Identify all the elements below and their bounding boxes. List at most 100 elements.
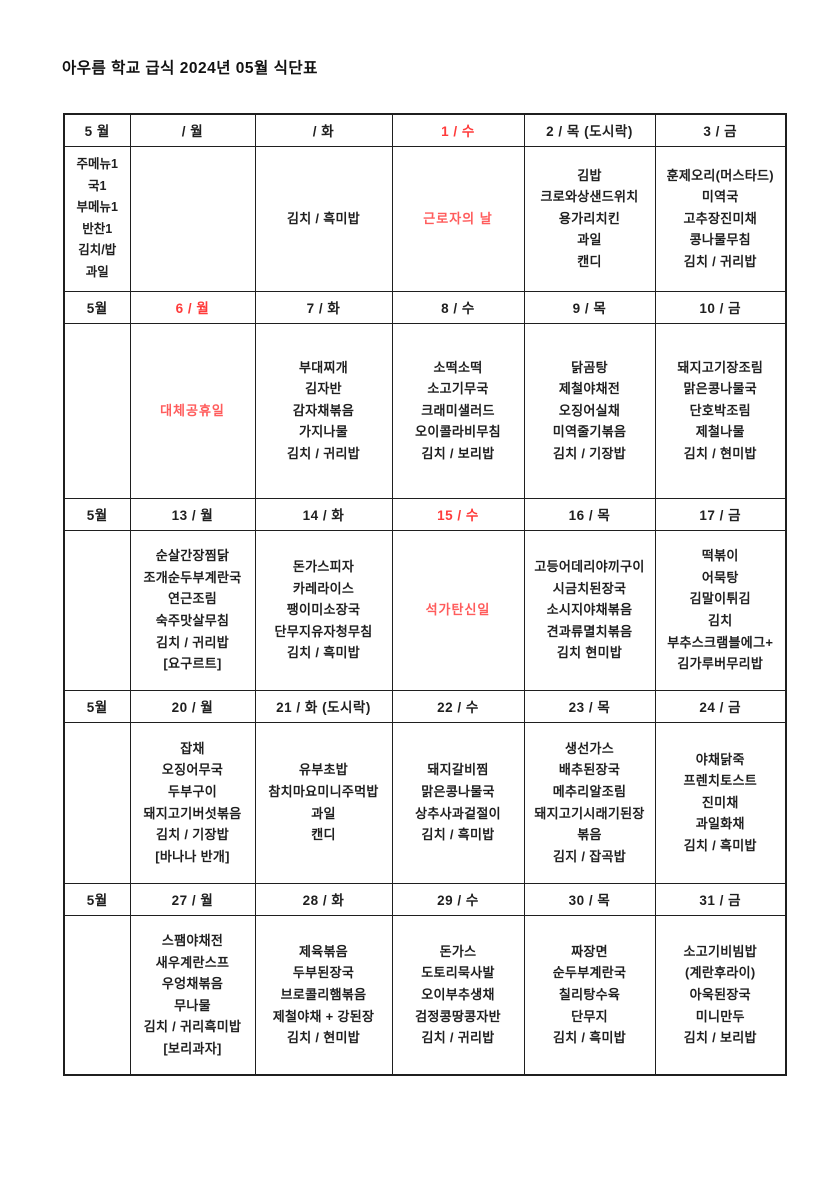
menu-cell: 김치 / 흑미밥 xyxy=(254,145,393,292)
menu-item: [보리과자] xyxy=(163,1040,222,1056)
menu-item: (계란후라이) xyxy=(684,965,756,981)
menu-item: 김치 / 보리밥 xyxy=(421,445,495,461)
menu-item: 순두부계란국 xyxy=(552,965,627,981)
day-header-cell: 3 / 금 xyxy=(654,113,787,147)
lunch-menu-table: 5 월 / 월 / 화 1 / 수 2 / 목 (도시락) 3 / 금 주메뉴1… xyxy=(63,113,787,1076)
month-cell: 5월 xyxy=(63,497,131,531)
menu-item: 카레라이스 xyxy=(292,580,355,596)
day-header-cell: / 화 xyxy=(254,113,393,147)
menu-cell: 잡채 오징어무국 두부구이 돼지고기버섯볶음 김치 / 기장밥 [바나나 반개] xyxy=(129,721,256,884)
menu-item: 돈가스 xyxy=(439,943,477,959)
empty-cell xyxy=(63,914,131,1076)
day-header-cell: 17 / 금 xyxy=(654,497,787,531)
week-4-menu-row: 잡채 오징어무국 두부구이 돼지고기버섯볶음 김치 / 기장밥 [바나나 반개] 유부초밥… xyxy=(63,721,787,884)
menu-item: 두부된장국 xyxy=(292,965,355,981)
menu-item: 아욱된장국 xyxy=(689,986,751,1002)
day-header-cell: 21 / 화 (도시락) xyxy=(254,689,393,723)
day-header-cell: / 월 xyxy=(129,113,256,147)
menu-item: 칠리탕수육 xyxy=(558,986,621,1002)
menu-item: 유부초밥 xyxy=(298,762,349,778)
menu-item: 우엉채볶음 xyxy=(161,976,224,992)
menu-item: 스팸야채전 xyxy=(161,933,224,949)
menu-item: 크래미샐러드 xyxy=(421,402,495,418)
menu-cell xyxy=(129,145,256,292)
menu-item: 소떡소떡 xyxy=(433,359,483,375)
menu-item: 시금치된장국 xyxy=(552,580,627,596)
empty-cell xyxy=(63,529,131,691)
menu-item: 메추리알조림 xyxy=(552,783,627,799)
holiday-cell: 근로자의 날 xyxy=(391,145,525,292)
menu-item: 어묵탕 xyxy=(701,569,739,585)
menu-item: 과일화채 xyxy=(695,816,745,832)
day-header-cell: 31 / 금 xyxy=(654,882,787,916)
day-header-cell: 24 / 금 xyxy=(654,689,787,723)
menu-item: 오이부추생채 xyxy=(421,986,495,1002)
day-header-cell: 27 / 월 xyxy=(129,882,256,916)
menu-item: 김치 / 귀리밥 xyxy=(421,1030,495,1046)
empty-cell xyxy=(63,721,131,884)
menu-item: 크로와상샌드위치 xyxy=(540,189,639,205)
menu-item: [바나나 반개] xyxy=(155,848,230,864)
menu-item: 닭곰탕 xyxy=(571,359,608,375)
month-cell: 5월 xyxy=(63,290,131,324)
menu-item: 미역줄기볶음 xyxy=(552,424,627,440)
menu-cell: 닭곰탕 제철야채전 오징어실채 미역줄기볶음 김치 / 기장밥 xyxy=(523,322,656,499)
menu-item: 김치 / 흑미밥 xyxy=(552,1030,627,1046)
menu-item: 캔디 xyxy=(311,827,336,843)
menu-item: 국1 xyxy=(88,178,107,193)
menu-item: 떡볶이 xyxy=(701,548,739,564)
menu-item: 제철야채 + 강된장 xyxy=(272,1008,375,1024)
menu-cell: 부대찌개 김자반 감자채볶음 가지나물 김치 / 귀리밥 xyxy=(254,322,393,499)
day-header-cell: 10 / 금 xyxy=(654,290,787,324)
menu-item: 프렌치토스트 xyxy=(683,773,758,789)
menu-cell: 야채닭죽 프렌치토스트 진미채 과일화채 김치 / 흑미밥 xyxy=(654,721,787,884)
menu-item: 부추스크램블에그+ xyxy=(667,634,774,650)
menu-item: 연근조림 xyxy=(167,591,218,607)
menu-item: 제철야채전 xyxy=(558,381,621,397)
menu-item: 오징어실채 xyxy=(558,402,621,418)
holiday-cell: 대체공휴일 xyxy=(129,322,256,499)
menu-cell: 훈제오리(머스타드) 미역국 고추장진미채 콩나물무침 김치 / 귀리밥 xyxy=(654,145,787,292)
menu-cell: 제육볶음 두부된장국 브로콜리햄볶음 제철야채 + 강된장 김치 / 현미밥 xyxy=(254,914,393,1076)
menu-item: 순살간장찜닭 xyxy=(155,548,230,564)
menu-item: 새우계란스프 xyxy=(155,954,230,970)
menu-item: 김치 / 보리밥 xyxy=(683,1030,757,1046)
week-3-header-row: 5월 13 / 월 14 / 화 15 / 수 16 / 목 17 / 금 xyxy=(63,497,787,531)
day-header-cell-holiday: 6 / 월 xyxy=(129,290,256,324)
month-cell: 5 월 xyxy=(63,113,131,147)
menu-item: 미역국 xyxy=(701,189,739,205)
menu-item: 무나물 xyxy=(174,997,211,1013)
menu-cell: 돼지갈비찜 맑은콩나물국 상추사과겉절이 김치 / 흑미밥 xyxy=(391,721,525,884)
week-4-header-row: 5월 20 / 월 21 / 화 (도시락) 22 / 수 23 / 목 24 … xyxy=(63,689,787,723)
menu-item: 돼지고기장조림 xyxy=(677,359,764,375)
menu-item: 과일 xyxy=(577,232,602,248)
day-header-cell: 28 / 화 xyxy=(254,882,393,916)
day-header-cell: 16 / 목 xyxy=(523,497,656,531)
menu-item: 김말이튀김 xyxy=(689,591,751,607)
menu-item: 견과류멸치볶음 xyxy=(546,623,633,639)
category-labels-cell: 주메뉴1 국1 부메뉴1 반찬1 김치/밥 과일 xyxy=(63,145,131,292)
menu-cell: 순살간장찜닭 조개순두부계란국 연근조림 숙주맛살무침 김치 / 귀리밥 [요구르트] xyxy=(129,529,256,691)
menu-item: 맑은콩나물국 xyxy=(683,381,758,397)
menu-item: 김치 / 흑미밥 xyxy=(286,645,361,661)
menu-item: 돼지갈비찜 xyxy=(427,762,489,778)
menu-item: 캔디 xyxy=(577,253,602,269)
menu-item: 미니만두 xyxy=(695,1008,745,1024)
menu-item: 김가루버무리밥 xyxy=(677,656,764,672)
week-1-header-row: 5 월 / 월 / 화 1 / 수 2 / 목 (도시락) 3 / 금 xyxy=(63,113,787,147)
day-header-cell-holiday: 1 / 수 xyxy=(391,113,525,147)
menu-cell: 떡볶이 어묵탕 김말이튀김 김치 부추스크램블에그+ 김가루버무리밥 xyxy=(654,529,787,691)
page-title: 아우름 학교 급식 2024년 05월 식단표 xyxy=(62,60,318,77)
menu-item: 김치 / 귀리흑미밥 xyxy=(143,1019,242,1035)
menu-item: 야채닭죽 xyxy=(695,751,745,767)
menu-item: 김치 / 귀리밥 xyxy=(683,253,757,269)
menu-item: 김치 / 흑미밥 xyxy=(421,827,495,843)
menu-item: 검정콩땅콩자반 xyxy=(415,1008,501,1024)
menu-item: 제철나물 xyxy=(695,424,745,440)
menu-item: 고등어데리야끼구이 xyxy=(534,559,645,575)
day-header-cell: 20 / 월 xyxy=(129,689,256,723)
menu-item: 오이콜라비무침 xyxy=(415,424,501,440)
menu-item: 김치 현미밥 xyxy=(556,645,623,661)
